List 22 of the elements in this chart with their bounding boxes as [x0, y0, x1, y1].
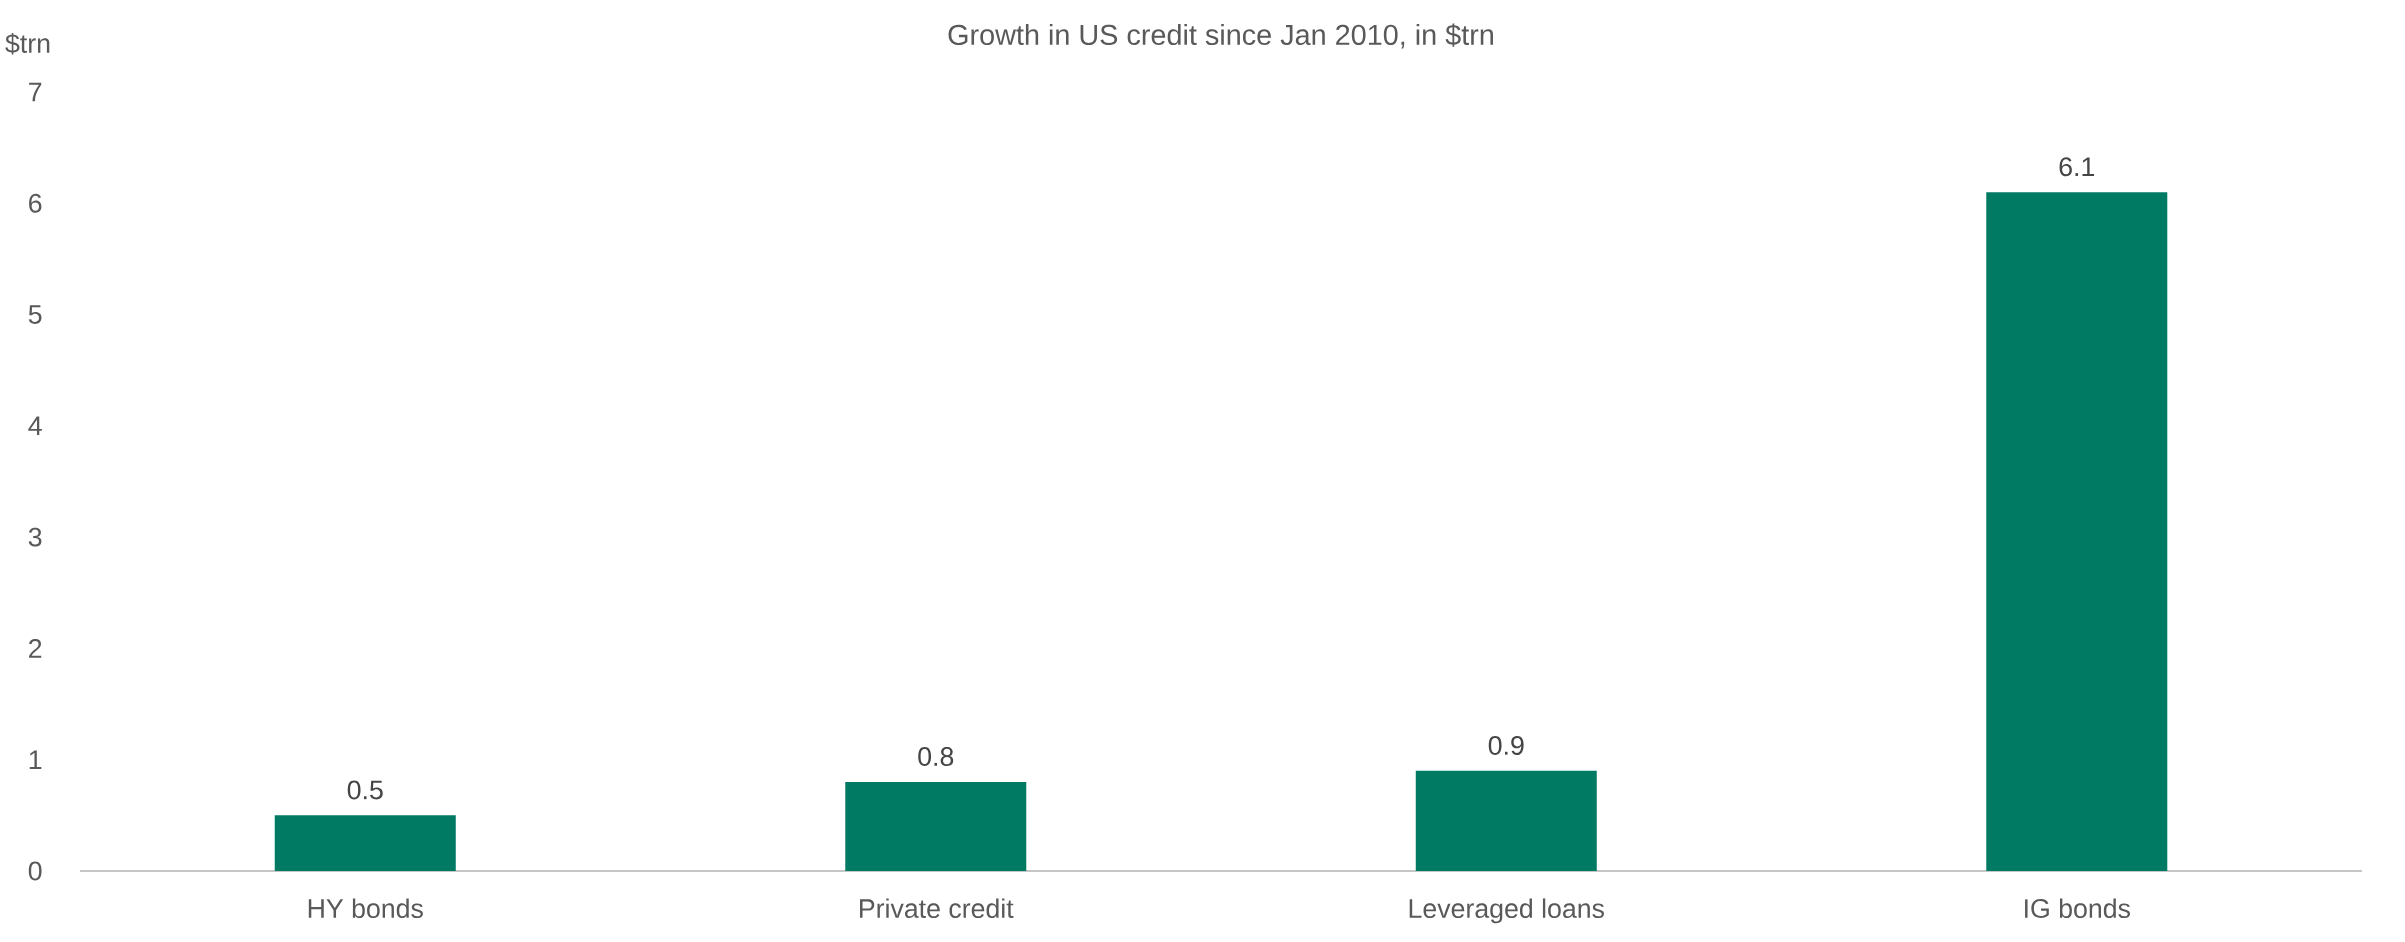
y-tick-label: 3: [28, 527, 42, 547]
y-axis-title: $trn: [5, 32, 50, 55]
y-tick-label: 6: [29, 193, 42, 213]
x-tick-label: Private credit: [860, 898, 1014, 919]
y-tick-label: 4: [28, 416, 42, 436]
y-tick-label: 0: [28, 861, 42, 881]
y-tick-label: 1: [29, 750, 42, 769]
bar: [845, 781, 1027, 871]
y-tick-label: 2: [29, 639, 42, 658]
x-tick-label: Leveraged loans: [1409, 898, 1605, 924]
data-label: 0.5: [347, 780, 383, 800]
bar: [1986, 192, 2168, 871]
x-tick-label: IG bonds: [2025, 898, 2130, 919]
bar: [274, 815, 456, 871]
y-tick-label: 5: [28, 305, 42, 324]
data-label: 0.8: [918, 747, 954, 767]
x-tick-label: HY bonds: [308, 898, 423, 919]
chart-title: Growth in US credit since Jan 2010, in $trn: [948, 23, 1493, 49]
y-tick-label: 7: [29, 82, 42, 102]
data-label: 6.1: [2059, 157, 2095, 177]
bar: [1415, 770, 1597, 871]
data-label: 0.9: [1488, 735, 1524, 755]
